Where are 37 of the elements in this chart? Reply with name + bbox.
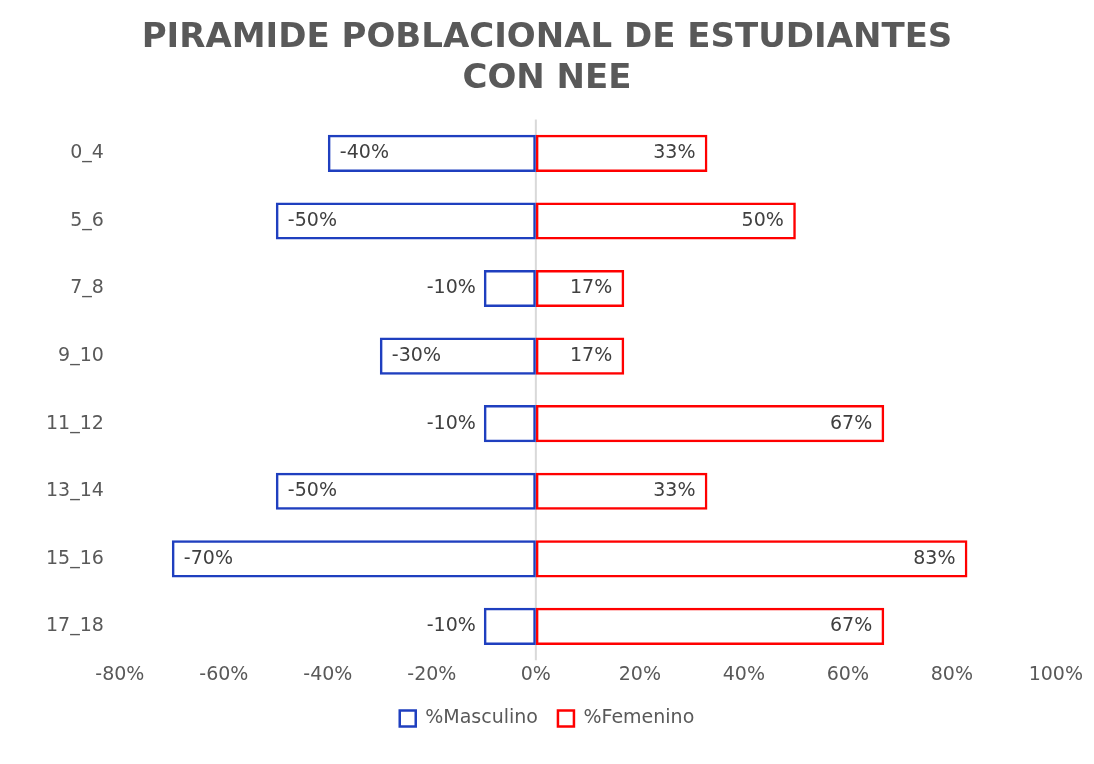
data-label: -40%	[339, 140, 389, 163]
data-label: -50%	[287, 478, 337, 501]
data-label: 17%	[570, 275, 613, 298]
data-label: -10%	[426, 275, 476, 298]
x-tick-label: -80%	[95, 661, 145, 684]
x-tick-label: 60%	[826, 661, 869, 684]
x-tick-label: -40%	[303, 661, 353, 684]
legend-label: %Masculino	[425, 705, 538, 728]
data-label: -10%	[426, 410, 476, 433]
data-label: -50%	[287, 207, 337, 230]
data-label: 33%	[653, 478, 696, 501]
data-label: 67%	[830, 410, 873, 433]
data-label: 50%	[741, 207, 784, 230]
y-tick-label: 9_10	[58, 343, 104, 367]
x-tick-label: -20%	[407, 661, 457, 684]
x-tick-label: 20%	[618, 661, 661, 684]
chart-title: PIRAMIDE POBLACIONAL DE ESTUDIANTES CON NEE	[141, 15, 953, 97]
y-tick-label: 13_14	[45, 478, 104, 502]
data-label: -70%	[183, 545, 233, 568]
legend-label: %Femenino	[583, 705, 695, 728]
x-tick-label: 80%	[930, 661, 973, 684]
y-tick-label: 11_12	[45, 410, 104, 434]
data-label: 17%	[570, 343, 613, 366]
y-tick-label: 7_8	[70, 275, 104, 299]
data-label: 67%	[830, 613, 873, 636]
x-tick-label: 0%	[520, 661, 551, 684]
data-label: 33%	[653, 140, 696, 163]
x-tick-label: 100%	[1028, 661, 1083, 684]
y-tick-label: 0_4	[70, 140, 104, 164]
x-tick-label: 40%	[722, 661, 765, 684]
data-label: -30%	[391, 343, 441, 366]
data-label: 83%	[913, 545, 956, 568]
x-tick-label: -60%	[199, 661, 249, 684]
data-label: -10%	[426, 613, 476, 636]
y-tick-label: 17_18	[45, 613, 104, 637]
y-tick-label: 15_16	[45, 545, 104, 569]
y-tick-label: 5_6	[70, 207, 104, 231]
